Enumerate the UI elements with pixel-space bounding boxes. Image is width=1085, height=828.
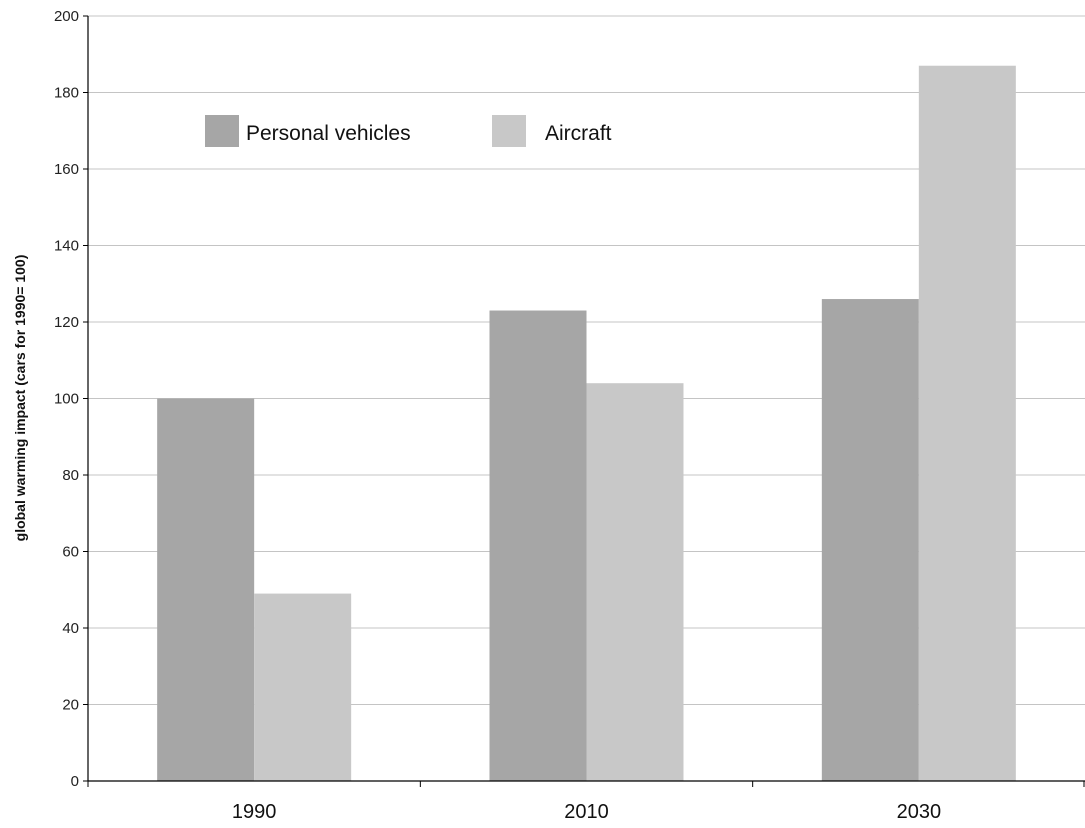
y-tick-label: 40 — [62, 620, 79, 637]
y-tick-label: 0 — [71, 773, 79, 790]
x-tick-label: 2010 — [564, 801, 609, 823]
x-tick-label: 1990 — [232, 801, 277, 823]
bar-personal-vehicles-1990 — [157, 398, 255, 781]
y-tick-label: 80 — [62, 467, 79, 484]
legend-label-aircraft: Aircraft — [545, 122, 612, 145]
y-tick-label: 20 — [62, 697, 79, 714]
x-tick-label: 2030 — [897, 801, 942, 823]
legend-swatch-aircraft — [492, 115, 526, 147]
bar-aircraft-1990 — [254, 593, 352, 781]
y-tick-label: 100 — [54, 391, 79, 408]
x-ticks: 1990 2010 2030 — [87, 781, 1085, 823]
y-tick-label: 140 — [54, 238, 79, 255]
bar-personal-vehicles-2010 — [489, 310, 587, 781]
bars — [157, 65, 1016, 782]
bar-aircraft-2030 — [918, 65, 1016, 782]
legend: Personal vehicles Aircraft — [205, 115, 612, 147]
y-tick-label: 120 — [54, 314, 79, 331]
y-tick-label: 200 — [54, 8, 79, 25]
bar-aircraft-2010 — [586, 383, 684, 781]
y-tick-label: 60 — [62, 544, 79, 561]
y-tick-label: 180 — [54, 85, 79, 102]
y-ticks: 0 20 40 60 80 100 120 140 160 180 200 — [54, 8, 88, 790]
y-tick-label: 160 — [54, 161, 79, 178]
legend-label-personal-vehicles: Personal vehicles — [246, 122, 411, 145]
y-axis-label: global warming impact (cars for 1990= 10… — [12, 255, 28, 542]
legend-swatch-personal-vehicles — [205, 115, 239, 147]
bar-personal-vehicles-2030 — [821, 299, 919, 781]
